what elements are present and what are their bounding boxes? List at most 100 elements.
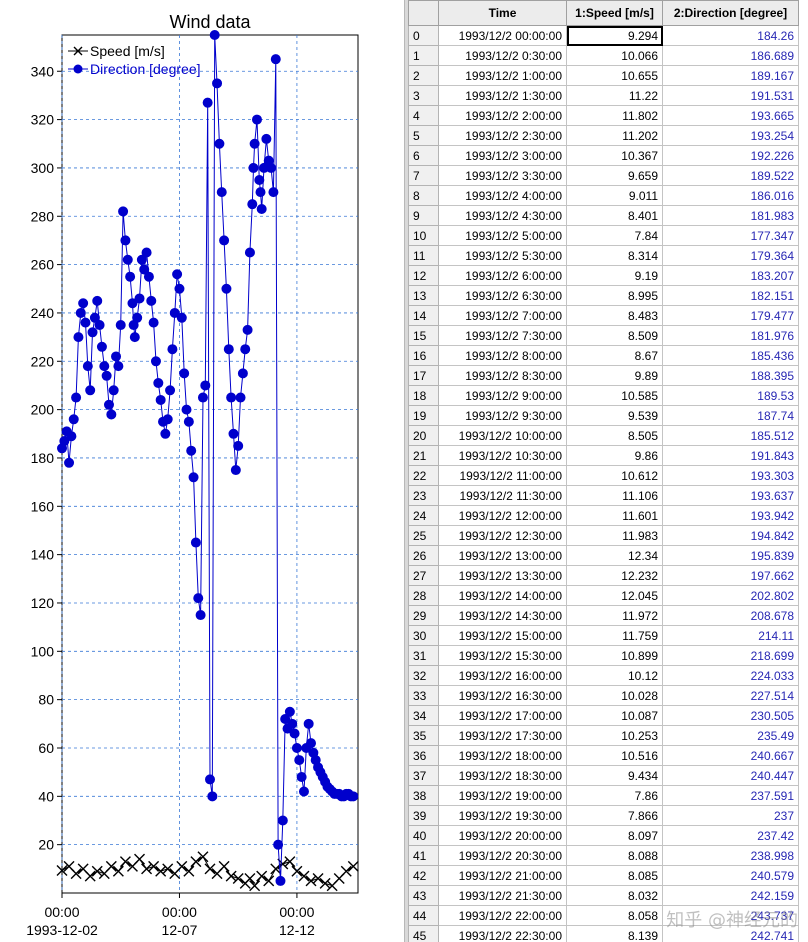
direction-cell[interactable]: 189.167 xyxy=(662,65,799,86)
speed-cell[interactable]: 8.995 xyxy=(566,285,663,306)
direction-cell[interactable]: 237.42 xyxy=(662,825,799,846)
table-row[interactable]: 29 1993/12/2 14:30:00 11.972 208.678 xyxy=(408,605,799,626)
row-index[interactable]: 28 xyxy=(408,585,439,606)
direction-cell[interactable]: 230.505 xyxy=(662,705,799,726)
speed-cell[interactable]: 11.972 xyxy=(566,605,663,626)
time-cell[interactable]: 1993/12/2 8:00:00 xyxy=(438,345,567,366)
speed-cell[interactable]: 10.655 xyxy=(566,65,663,86)
speed-cell[interactable]: 9.89 xyxy=(566,365,663,386)
header-direction[interactable]: 2:Direction [degree] xyxy=(662,0,799,26)
table-row[interactable]: 14 1993/12/2 7:00:00 8.483 179.477 xyxy=(408,305,799,326)
direction-cell[interactable]: 240.579 xyxy=(662,865,799,886)
table-row[interactable]: 43 1993/12/2 21:30:00 8.032 242.159 xyxy=(408,885,799,906)
time-cell[interactable]: 1993/12/2 12:30:00 xyxy=(438,525,567,546)
row-index[interactable]: 33 xyxy=(408,685,439,706)
row-index[interactable]: 2 xyxy=(408,65,439,86)
row-index[interactable]: 36 xyxy=(408,745,439,766)
table-row[interactable]: 7 1993/12/2 3:30:00 9.659 189.522 xyxy=(408,165,799,186)
direction-cell[interactable]: 193.637 xyxy=(662,485,799,506)
speed-cell[interactable]: 7.84 xyxy=(566,225,663,246)
row-index[interactable]: 5 xyxy=(408,125,439,146)
time-cell[interactable]: 1993/12/2 6:30:00 xyxy=(438,285,567,306)
time-cell[interactable]: 1993/12/2 11:30:00 xyxy=(438,485,567,506)
time-cell[interactable]: 1993/12/2 14:30:00 xyxy=(438,605,567,626)
table-row[interactable]: 35 1993/12/2 17:30:00 10.253 235.49 xyxy=(408,725,799,746)
speed-cell[interactable]: 11.983 xyxy=(566,525,663,546)
direction-cell[interactable]: 214.11 xyxy=(662,625,799,646)
direction-cell[interactable]: 195.839 xyxy=(662,545,799,566)
row-index[interactable]: 20 xyxy=(408,425,439,446)
table-row[interactable]: 25 1993/12/2 12:30:00 11.983 194.842 xyxy=(408,525,799,546)
row-index[interactable]: 44 xyxy=(408,905,439,926)
direction-cell[interactable]: 189.522 xyxy=(662,165,799,186)
time-cell[interactable]: 1993/12/2 20:00:00 xyxy=(438,825,567,846)
table-row[interactable]: 34 1993/12/2 17:00:00 10.087 230.505 xyxy=(408,705,799,726)
row-index[interactable]: 26 xyxy=(408,545,439,566)
direction-cell[interactable]: 224.033 xyxy=(662,665,799,686)
time-cell[interactable]: 1993/12/2 10:00:00 xyxy=(438,425,567,446)
time-cell[interactable]: 1993/12/2 21:00:00 xyxy=(438,865,567,886)
time-cell[interactable]: 1993/12/2 7:00:00 xyxy=(438,305,567,326)
direction-cell[interactable]: 197.662 xyxy=(662,565,799,586)
time-cell[interactable]: 1993/12/2 4:00:00 xyxy=(438,185,567,206)
time-cell[interactable]: 1993/12/2 21:30:00 xyxy=(438,885,567,906)
time-cell[interactable]: 1993/12/2 4:30:00 xyxy=(438,205,567,226)
row-index[interactable]: 25 xyxy=(408,525,439,546)
direction-cell[interactable]: 185.436 xyxy=(662,345,799,366)
speed-cell[interactable]: 11.202 xyxy=(566,125,663,146)
direction-cell[interactable]: 240.447 xyxy=(662,765,799,786)
speed-cell[interactable]: 8.67 xyxy=(566,345,663,366)
table-row[interactable]: 9 1993/12/2 4:30:00 8.401 181.983 xyxy=(408,205,799,226)
time-cell[interactable]: 1993/12/2 6:00:00 xyxy=(438,265,567,286)
time-cell[interactable]: 1993/12/2 15:00:00 xyxy=(438,625,567,646)
time-cell[interactable]: 1993/12/2 20:30:00 xyxy=(438,845,567,866)
table-row[interactable]: 21 1993/12/2 10:30:00 9.86 191.843 xyxy=(408,445,799,466)
speed-cell[interactable]: 10.12 xyxy=(566,665,663,686)
direction-cell[interactable]: 182.151 xyxy=(662,285,799,306)
table-row[interactable]: 1 1993/12/2 0:30:00 10.066 186.689 xyxy=(408,45,799,66)
speed-cell[interactable]: 9.86 xyxy=(566,445,663,466)
direction-cell[interactable]: 186.016 xyxy=(662,185,799,206)
speed-cell[interactable]: 8.088 xyxy=(566,845,663,866)
table-row[interactable]: 42 1993/12/2 21:00:00 8.085 240.579 xyxy=(408,865,799,886)
table-row[interactable]: 41 1993/12/2 20:30:00 8.088 238.998 xyxy=(408,845,799,866)
row-index[interactable]: 16 xyxy=(408,345,439,366)
header-index[interactable] xyxy=(408,0,439,26)
direction-cell[interactable]: 181.983 xyxy=(662,205,799,226)
direction-cell[interactable]: 193.942 xyxy=(662,505,799,526)
direction-cell[interactable]: 194.842 xyxy=(662,525,799,546)
speed-cell[interactable]: 11.106 xyxy=(566,485,663,506)
direction-cell[interactable]: 242.159 xyxy=(662,885,799,906)
time-cell[interactable]: 1993/12/2 17:00:00 xyxy=(438,705,567,726)
row-index[interactable]: 29 xyxy=(408,605,439,626)
direction-cell[interactable]: 202.802 xyxy=(662,585,799,606)
table-row[interactable]: 10 1993/12/2 5:00:00 7.84 177.347 xyxy=(408,225,799,246)
time-cell[interactable]: 1993/12/2 13:00:00 xyxy=(438,545,567,566)
row-index[interactable]: 7 xyxy=(408,165,439,186)
row-index[interactable]: 18 xyxy=(408,385,439,406)
table-row[interactable]: 6 1993/12/2 3:00:00 10.367 192.226 xyxy=(408,145,799,166)
row-index[interactable]: 19 xyxy=(408,405,439,426)
time-cell[interactable]: 1993/12/2 9:30:00 xyxy=(438,405,567,426)
time-cell[interactable]: 1993/12/2 14:00:00 xyxy=(438,585,567,606)
table-row[interactable]: 28 1993/12/2 14:00:00 12.045 202.802 xyxy=(408,585,799,606)
row-index[interactable]: 10 xyxy=(408,225,439,246)
table-row[interactable]: 33 1993/12/2 16:30:00 10.028 227.514 xyxy=(408,685,799,706)
table-row[interactable]: 31 1993/12/2 15:30:00 10.899 218.699 xyxy=(408,645,799,666)
speed-cell[interactable]: 8.483 xyxy=(566,305,663,326)
row-index[interactable]: 32 xyxy=(408,665,439,686)
direction-cell[interactable]: 188.395 xyxy=(662,365,799,386)
speed-cell[interactable]: 10.087 xyxy=(566,705,663,726)
speed-cell[interactable]: 7.866 xyxy=(566,805,663,826)
time-cell[interactable]: 1993/12/2 9:00:00 xyxy=(438,385,567,406)
table-row[interactable]: 22 1993/12/2 11:00:00 10.612 193.303 xyxy=(408,465,799,486)
speed-cell[interactable]: 10.516 xyxy=(566,745,663,766)
table-row[interactable]: 44 1993/12/2 22:00:00 8.058 243.737 xyxy=(408,905,799,926)
table-row[interactable]: 45 1993/12/2 22:30:00 8.139 242.741 xyxy=(408,925,799,942)
time-cell[interactable]: 1993/12/2 1:30:00 xyxy=(438,85,567,106)
speed-cell[interactable]: 11.601 xyxy=(566,505,663,526)
direction-cell[interactable]: 183.207 xyxy=(662,265,799,286)
direction-cell[interactable]: 240.667 xyxy=(662,745,799,766)
direction-cell[interactable]: 177.347 xyxy=(662,225,799,246)
time-cell[interactable]: 1993/12/2 11:00:00 xyxy=(438,465,567,486)
